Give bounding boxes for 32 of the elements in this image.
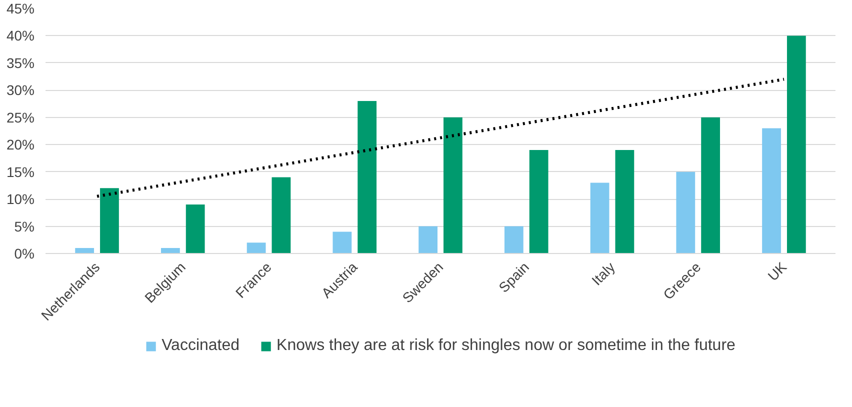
- y-tick-label: 35%: [6, 54, 35, 71]
- bar: [332, 232, 352, 254]
- bar: [358, 101, 377, 254]
- x-tick-label: UK: [764, 258, 790, 284]
- bar: [529, 150, 548, 254]
- bar: [590, 182, 610, 254]
- legend-label: Knows they are at risk for shingles now or sometime in the future: [276, 337, 736, 355]
- y-tick-label: 5%: [14, 218, 34, 234]
- bar: [75, 248, 94, 254]
- bar: [504, 226, 524, 254]
- bar: [246, 242, 266, 254]
- y-tick-label: 30%: [6, 82, 35, 98]
- y-tick-label: 25%: [6, 109, 35, 126]
- y-tick-label: 10%: [6, 191, 35, 208]
- bar: [186, 204, 205, 254]
- bar: [100, 188, 119, 254]
- x-tick-label: Italy: [588, 258, 618, 288]
- bar: [160, 248, 180, 254]
- bar: [762, 128, 781, 254]
- y-tick-label: 0%: [14, 246, 34, 262]
- y-tick-label: 15%: [6, 164, 35, 180]
- bar: [676, 172, 696, 254]
- bar: [786, 36, 806, 254]
- y-tick-label: 20%: [6, 136, 35, 153]
- bar: [444, 117, 462, 254]
- bar: [272, 177, 291, 254]
- bar: [615, 150, 634, 254]
- bar: [701, 117, 720, 254]
- y-tick-label: 45%: [6, 0, 35, 16]
- legend-label: Vaccinated: [162, 337, 240, 355]
- bar: [418, 226, 438, 254]
- y-tick-label: 40%: [6, 28, 35, 44]
